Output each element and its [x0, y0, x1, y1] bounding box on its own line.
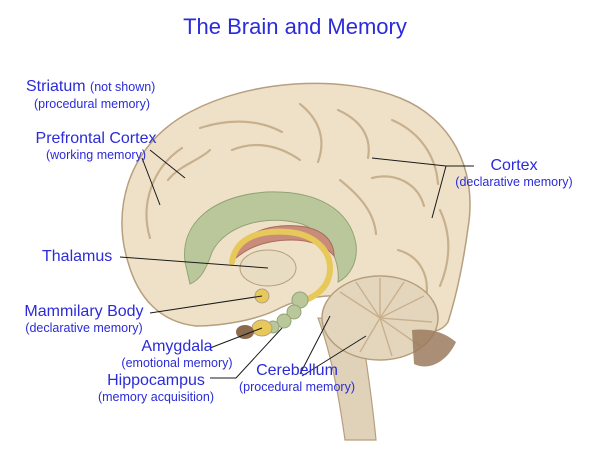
label-prefrontal-cortex: Prefrontal Cortex (working memory): [26, 130, 166, 163]
cortex-role: (declarative memory): [455, 175, 573, 190]
cortex-sulci: [145, 102, 450, 300]
label-cortex: Cortex (declarative memory): [444, 157, 584, 190]
label-hippocampus: Hippocampus (memory acquisition): [88, 372, 224, 405]
label-thalamus: Thalamus: [42, 248, 113, 265]
fornix: [229, 228, 334, 303]
hippocampus-role: (memory acquisition): [97, 390, 214, 405]
prefrontal-cortex-role: (working memory): [45, 148, 146, 163]
cerebellum-folia: [339, 278, 433, 357]
mammilary-body-name: Mammilary Body: [24, 303, 144, 320]
striatum-note: (not shown): [90, 80, 156, 94]
amygdala-name: Amygdala: [141, 338, 213, 355]
label-striatum: Striatum (not shown): [26, 78, 155, 96]
mammilary-body-role: (declarative memory): [25, 321, 143, 336]
cerebellum-role: (procedural memory): [238, 380, 355, 395]
cingulate-band: [184, 191, 357, 285]
cerebellum-name: Cerebellum: [256, 362, 338, 379]
prefrontal-cortex-name: Prefrontal Cortex: [35, 130, 157, 147]
label-cerebellum: Cerebellum (procedural memory): [232, 362, 362, 395]
cortex-name: Cortex: [490, 157, 538, 174]
diagram-title: The Brain and Memory: [183, 14, 407, 39]
leader-lines: [119, 149, 474, 379]
striatum-name: Striatum: [26, 78, 86, 95]
hippocampus-name: Hippocampus: [107, 372, 205, 389]
amygdala-role: (emotional memory): [121, 356, 233, 371]
label-mammilary-body: Mammilary Body (declarative memory): [14, 303, 154, 336]
striatum-role: (procedural memory): [34, 97, 151, 111]
label-amygdala: Amygdala (emotional memory): [114, 338, 240, 371]
pituitary: [236, 325, 254, 339]
occipital-base: [412, 329, 456, 367]
